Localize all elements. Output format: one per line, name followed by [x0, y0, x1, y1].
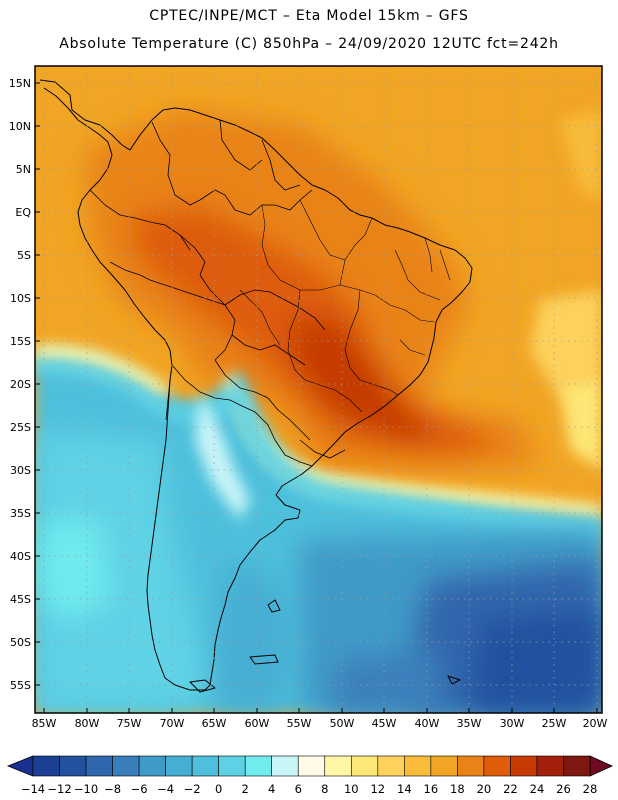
colorbar-label: 8 — [321, 782, 328, 796]
lat-label: 55S — [10, 679, 31, 692]
colorbar-swatch — [563, 755, 591, 777]
lon-label: 80W — [75, 717, 100, 730]
map-subtitle: Absolute Temperature (C) 850hPa – 24/09/… — [59, 36, 559, 52]
colorbar-swatch — [324, 755, 352, 777]
colorbar-label: 6 — [295, 782, 302, 796]
colorbar-label: −14 — [21, 782, 45, 796]
lon-label: 20W — [583, 717, 608, 730]
lat-label: 25S — [10, 421, 31, 434]
colorbar-under-arrow — [6, 755, 34, 777]
colorbar-label: 22 — [503, 782, 518, 796]
field-cold-layers — [35, 344, 602, 713]
colorbar-swatch — [32, 755, 60, 777]
colorbar-label: 26 — [556, 782, 571, 796]
map-title: CPTEC/INPE/MCT – Eta Model 15km – GFS — [149, 8, 469, 24]
lat-label: 30S — [10, 464, 31, 477]
colorbar-swatch — [350, 755, 379, 777]
colorbar-label: 20 — [477, 782, 492, 796]
colorbar-swatch — [138, 755, 166, 777]
lat-label: 10N — [9, 120, 31, 133]
colorbar-label: −10 — [74, 782, 98, 796]
colorbar-label: 12 — [370, 782, 385, 796]
lat-label: 10S — [10, 292, 31, 305]
state-borders — [239, 199, 451, 413]
lon-label: 35W — [457, 717, 482, 730]
lon-label: 60W — [245, 717, 270, 730]
lon-label: 65W — [202, 717, 227, 730]
lat-label: 5N — [16, 163, 31, 176]
colorbar-swatch — [112, 755, 140, 777]
latitude-labels: 15N 10N 5N EQ 5S 10S 15S 20S 25S 30S 35S… — [9, 77, 32, 692]
colorbar-swatch — [510, 755, 538, 777]
colorbar-swatch — [165, 755, 193, 777]
colorbar-swatch — [430, 755, 458, 777]
colorbar-label: −8 — [104, 782, 121, 796]
colorbar-swatch — [404, 755, 432, 777]
colorbar-label: −12 — [47, 782, 71, 796]
field-pale-areas — [530, 110, 602, 470]
colorbar-swatch — [244, 755, 273, 777]
lon-label: 70W — [160, 717, 185, 730]
lat-label: 45S — [10, 593, 31, 606]
colorbar-swatch — [218, 755, 246, 777]
lat-label: 15S — [10, 335, 31, 348]
colorbar-label: 24 — [530, 782, 545, 796]
map-frame — [34, 65, 603, 714]
colorbar-swatch — [457, 755, 485, 777]
lon-label: 50W — [330, 717, 355, 730]
lon-label: 30W — [500, 717, 525, 730]
colorbar-label: 4 — [268, 782, 275, 796]
country-borders — [89, 119, 346, 467]
lon-label: 55W — [287, 717, 312, 730]
lat-label: 40S — [10, 550, 31, 563]
colorbar-label: 2 — [242, 782, 249, 796]
colorbar-swatch — [59, 755, 87, 777]
lat-label: 50S — [10, 636, 31, 649]
axis-ticks — [35, 82, 598, 713]
colorbar-swatch — [297, 755, 326, 777]
longitude-labels: 85W 80W 75W 70W 65W 60W 55W 50W 45W 40W … — [32, 717, 608, 730]
colorbar-swatch — [483, 755, 511, 777]
lat-label: 20S — [10, 378, 31, 391]
colorbar-over-arrow — [589, 755, 613, 777]
lon-label: 75W — [117, 717, 142, 730]
lat-label: 5S — [17, 249, 31, 262]
map-titles: CPTEC/INPE/MCT – Eta Model 15km – GFS Ab… — [0, 0, 618, 62]
colorbar-swatches — [32, 755, 591, 777]
lat-label: 35S — [10, 507, 31, 520]
colorbar-label: 16 — [424, 782, 439, 796]
colorbar-label: 10 — [344, 782, 359, 796]
lon-label: 45W — [372, 717, 397, 730]
colorbar-label: −6 — [131, 782, 148, 796]
colorbar-labels: −14 −12 −10 −8 −6 −4 −2 0 2 4 6 8 10 12 14 16 18 20 22 24 26… — [21, 782, 597, 796]
coastlines — [39, 79, 473, 693]
colorbar: −14 −12 −10 −8 −6 −4 −2 0 2 4 6 8 10 12 14 16 18 20 22 24 26… — [6, 755, 613, 796]
colorbar-swatch — [271, 755, 299, 777]
colorbar-label: 28 — [583, 782, 598, 796]
colorbar-label: 14 — [397, 782, 412, 796]
colorbar-swatch — [536, 755, 564, 777]
colorbar-swatch — [377, 755, 405, 777]
lon-label: 85W — [32, 717, 57, 730]
colorbar-label: −4 — [157, 782, 174, 796]
colorbar-label: −2 — [184, 782, 201, 796]
lat-label: EQ — [15, 206, 31, 219]
lon-label: 25W — [542, 717, 567, 730]
temperature-field — [35, 66, 602, 713]
lon-label: 40W — [415, 717, 440, 730]
colorbar-label: 0 — [215, 782, 222, 796]
lat-label: 15N — [9, 77, 31, 90]
colorbar-swatch — [191, 755, 219, 777]
colorbar-swatch — [85, 755, 113, 777]
colorbar-label: 18 — [450, 782, 465, 796]
